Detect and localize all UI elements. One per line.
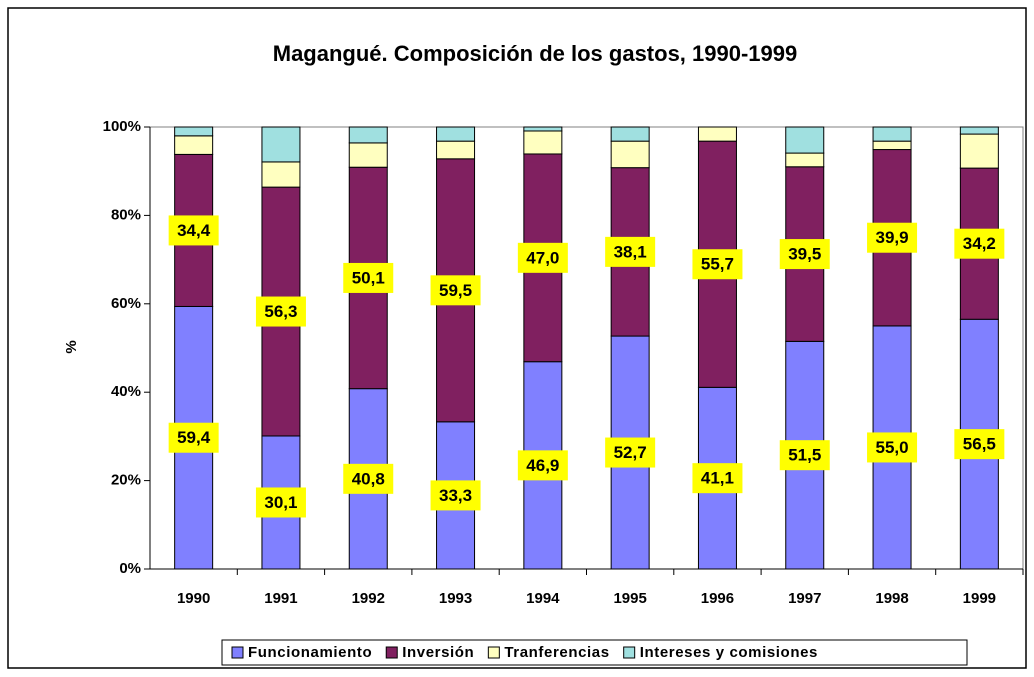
bar-segment: [872, 126, 912, 142]
x-tick-label: 1993: [439, 590, 472, 607]
data-label-box: [692, 463, 743, 494]
data-label: 38,1: [614, 242, 647, 261]
data-label-box: [779, 440, 830, 471]
data-label-box: [954, 429, 1005, 460]
data-label: 39,9: [876, 228, 909, 247]
y-tick-label: 80%: [111, 206, 141, 223]
legend-label: Tranferencias: [504, 644, 609, 661]
data-label: 34,2: [963, 234, 996, 253]
data-label-box: [430, 275, 481, 306]
data-label-box: [168, 215, 219, 246]
legend-box: [221, 639, 968, 666]
data-label: 56,5: [963, 435, 996, 454]
data-label: 34,4: [177, 221, 211, 240]
data-label-box: [255, 296, 306, 327]
x-tick-label: 1999: [963, 590, 996, 607]
data-label-box: [867, 222, 918, 253]
bar-segment: [872, 140, 912, 151]
bar-segment: [959, 126, 999, 135]
data-label-box: [168, 422, 219, 453]
legend-swatch: [231, 646, 244, 659]
x-tick-label: 1998: [875, 590, 908, 607]
data-label: 51,5: [788, 446, 821, 465]
legend-label: Funcionamiento: [248, 644, 372, 661]
data-label-box: [605, 437, 656, 468]
legend-swatch: [623, 646, 636, 659]
bar-segment: [610, 126, 650, 142]
x-tick-label: 1990: [177, 590, 210, 607]
bar-segment: [174, 135, 214, 155]
data-label-box: [867, 432, 918, 463]
data-label: 55,0: [876, 438, 909, 457]
bar-segment: [436, 140, 476, 160]
bar-segment: [697, 126, 737, 142]
bar-segment: [261, 126, 301, 163]
legend-swatch: [385, 646, 398, 659]
data-label-box: [517, 450, 568, 481]
chart-title: Magangué. Composición de los gastos, 199…: [273, 41, 798, 66]
x-tick-label: 1995: [613, 590, 646, 607]
data-label-box: [343, 262, 394, 293]
data-label: 46,9: [526, 456, 559, 475]
bar-segment: [261, 161, 301, 188]
bar-segment: [959, 133, 999, 169]
data-label-box: [779, 239, 830, 270]
data-label-box: [954, 228, 1005, 259]
bar-segment: [348, 142, 388, 168]
data-label: 50,1: [352, 268, 385, 287]
x-tick-label: 1996: [701, 590, 734, 607]
bar-segment: [785, 126, 825, 154]
x-tick-label: 1992: [352, 590, 385, 607]
y-tick-label: 60%: [111, 295, 141, 312]
y-tick-label: 0%: [119, 560, 141, 577]
x-tick-label: 1994: [526, 590, 560, 607]
data-label: 52,7: [614, 443, 647, 462]
bar-segment: [785, 152, 825, 168]
data-label: 59,4: [177, 428, 211, 447]
bar-segment: [348, 126, 388, 144]
data-label-box: [517, 242, 568, 273]
data-label-box: [343, 463, 394, 494]
legend-label: Intereses y comisiones: [640, 644, 818, 661]
bar-segment: [174, 126, 214, 137]
data-label-box: [605, 236, 656, 267]
data-label: 55,7: [701, 255, 734, 274]
data-label: 40,8: [352, 469, 385, 488]
data-label: 41,1: [701, 469, 734, 488]
x-tick-label: 1997: [788, 590, 821, 607]
bar-segment: [610, 140, 650, 169]
data-label: 39,5: [788, 245, 821, 264]
bar-segment: [523, 130, 563, 155]
data-label-box: [430, 480, 481, 511]
data-label-box: [692, 249, 743, 280]
y-tick-label: 100%: [103, 118, 141, 135]
legend-label: Inversión: [402, 644, 474, 661]
legend-swatch: [487, 646, 500, 659]
data-label: 56,3: [264, 302, 297, 321]
y-tick-label: 40%: [111, 383, 141, 400]
bar-segment: [436, 126, 476, 142]
y-tick-label: 20%: [111, 472, 141, 489]
data-label: 47,0: [526, 248, 559, 267]
data-label: 30,1: [264, 493, 297, 512]
x-tick-label: 1991: [264, 590, 297, 607]
data-label: 59,5: [439, 281, 472, 300]
data-label-box: [255, 487, 306, 518]
bar-segment: [523, 126, 563, 132]
y-axis-label: %: [63, 340, 80, 353]
data-label: 33,3: [439, 486, 472, 505]
